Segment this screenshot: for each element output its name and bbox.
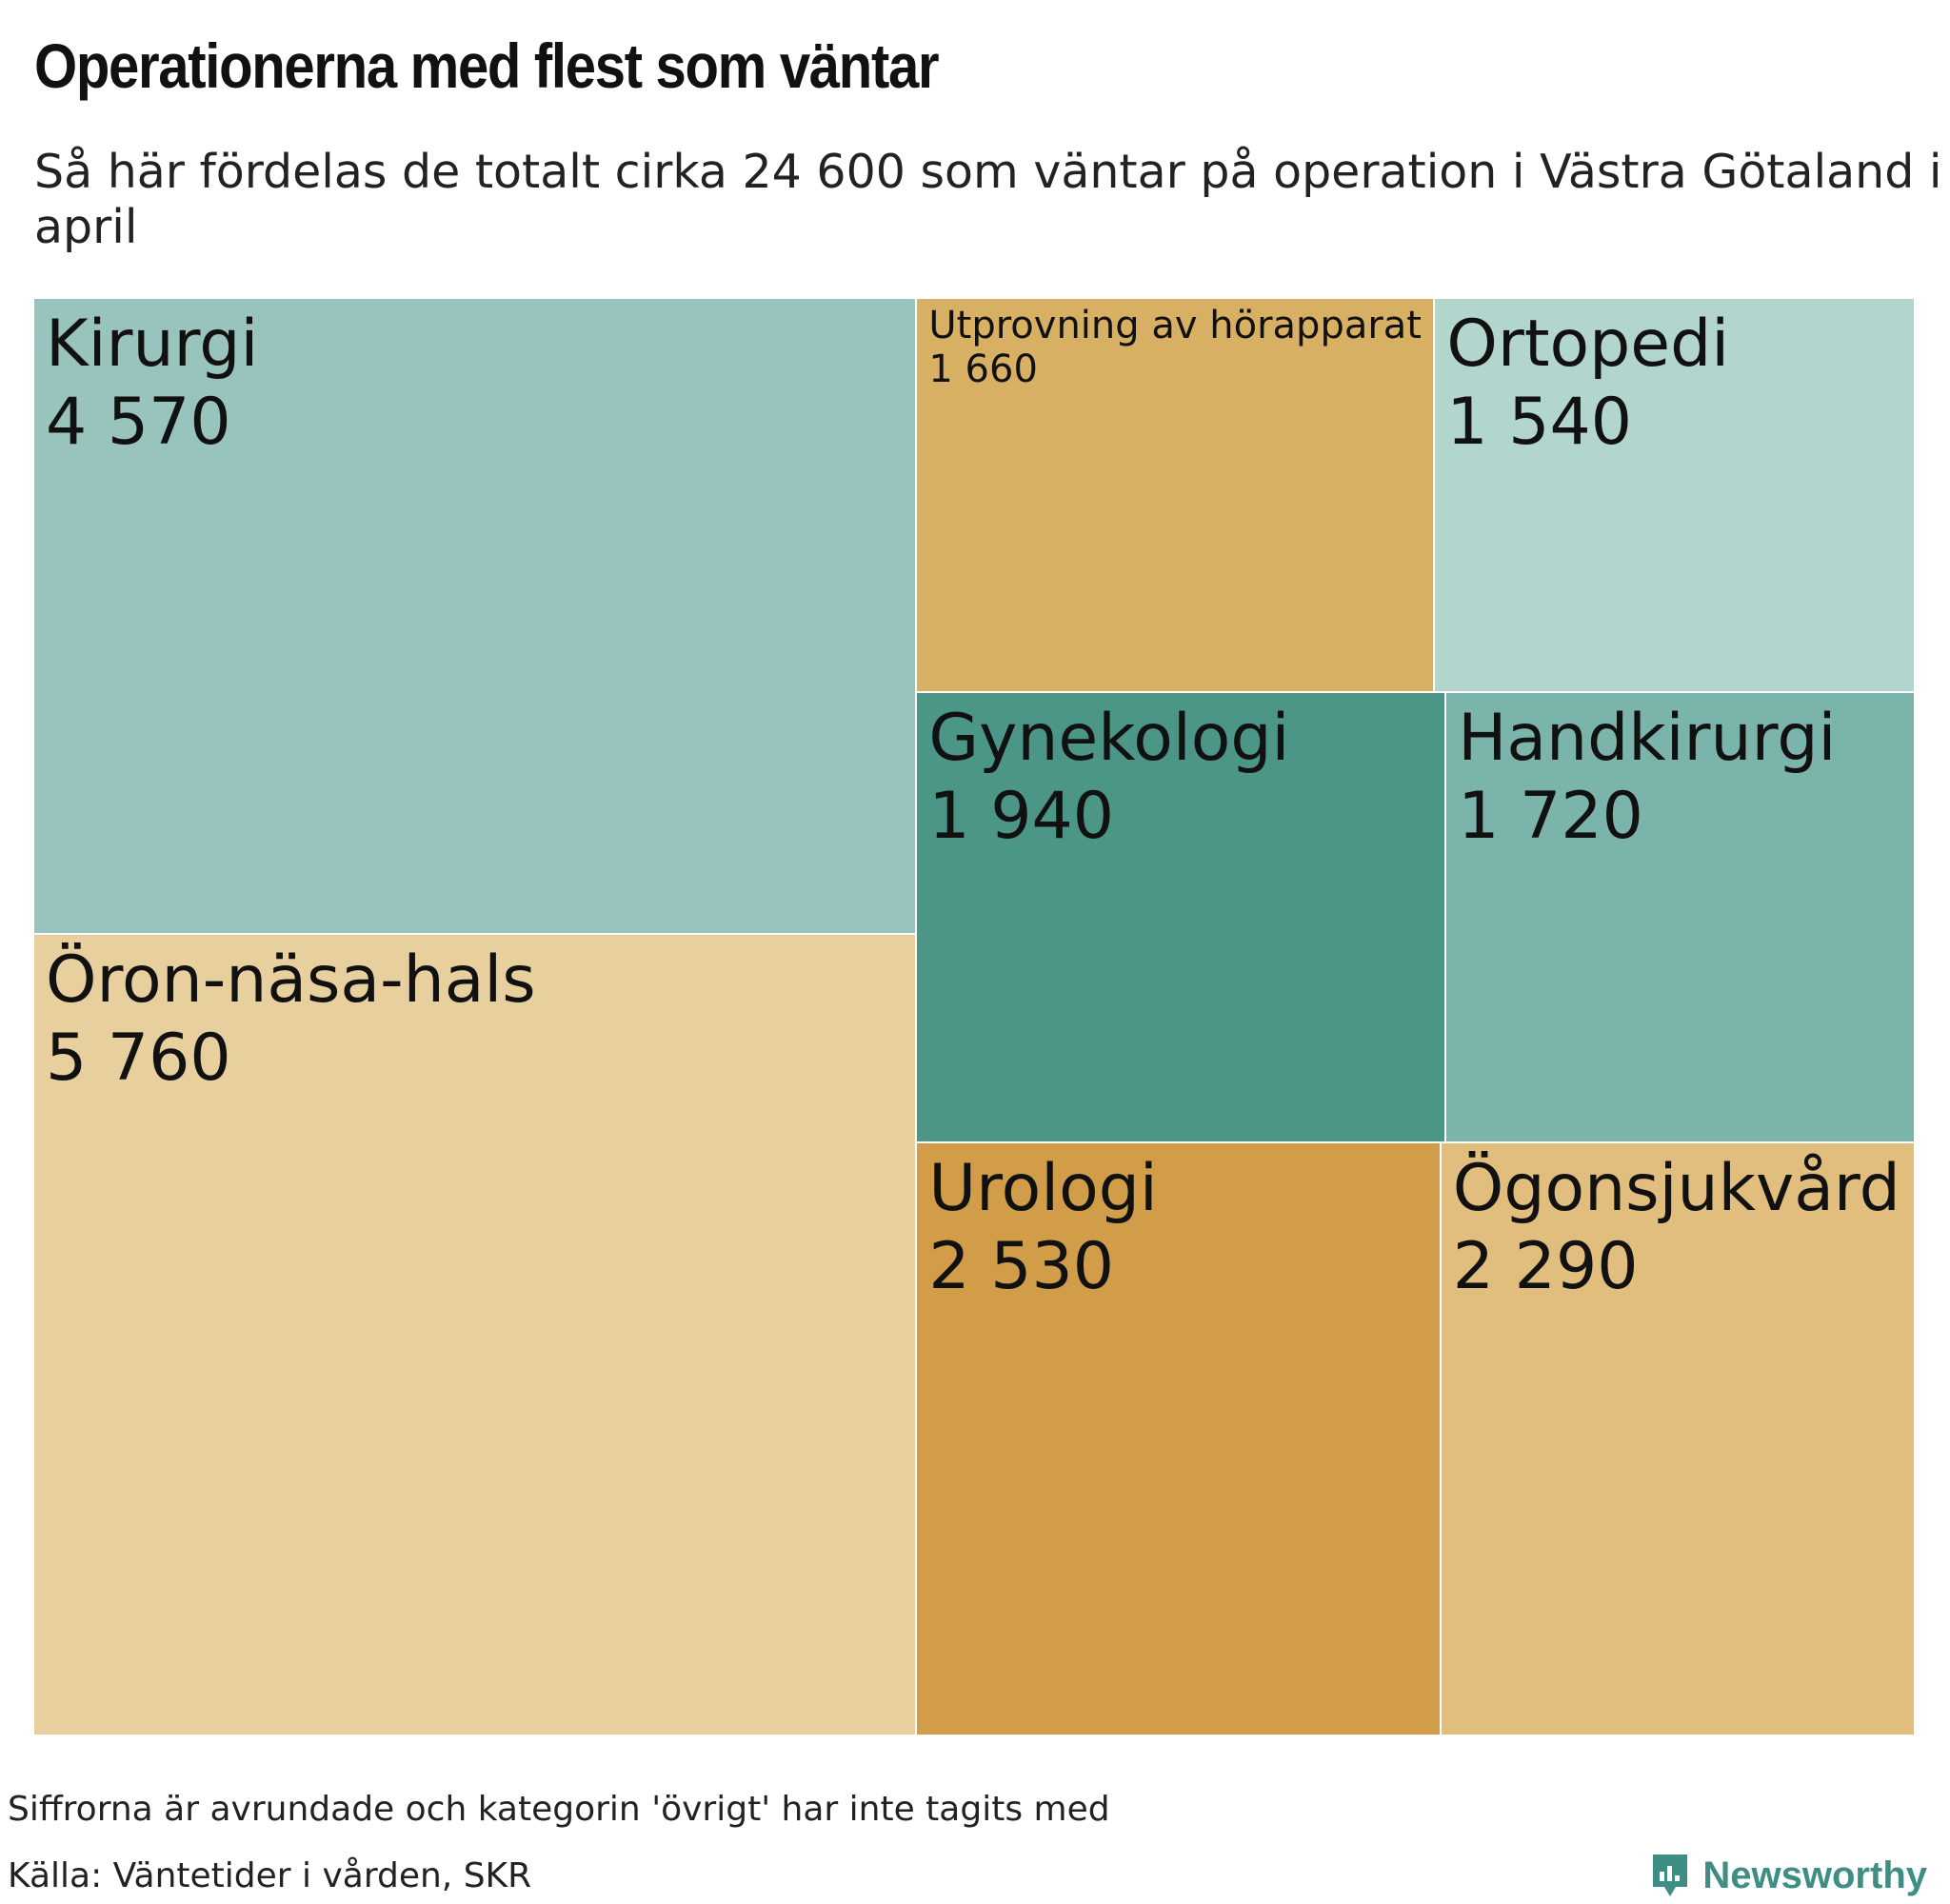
brand-name: Newsworthy [1702, 1854, 1927, 1896]
treemap-tile-urologi: Urologi 2 530 [917, 1142, 1442, 1736]
tile-label: Ortopedi [1446, 307, 1730, 382]
tile-value: 1 940 [928, 778, 1115, 854]
treemap-tile-gynekologi: Gynekologi 1 940 [917, 692, 1447, 1143]
tile-label: Handkirurgi [1458, 700, 1837, 776]
tile-value: 4 570 [46, 385, 231, 460]
treemap-tile-utprovning-av-horapparat: Utprovning av hörapparat 1 660 [917, 299, 1436, 693]
tile-value: 1 720 [1458, 778, 1643, 854]
tile-value: 1 540 [1446, 385, 1633, 460]
tile-value: 5 760 [46, 1021, 231, 1097]
newsworthy-logo-icon [1653, 1854, 1688, 1896]
tile-label: Ögonsjukvård [1452, 1150, 1900, 1226]
treemap-tile-ogonsjukvard: Ögonsjukvård 2 290 [1441, 1142, 1916, 1736]
tile-value: 2 290 [1452, 1228, 1639, 1304]
treemap-tile-ortopedi: Ortopedi 1 540 [1435, 299, 1916, 693]
brand-logo[interactable]: Newsworthy [1649, 1851, 1927, 1900]
treemap-tile-oron-nasa-hals: Öron-näsa-hals 5 760 [34, 935, 918, 1736]
tile-label: Utprovning av hörapparat [928, 304, 1422, 347]
tile-label: Gynekologi [928, 700, 1290, 776]
treemap-tile-handkirurgi: Handkirurgi 1 720 [1446, 692, 1916, 1143]
tile-value: 2 530 [928, 1228, 1115, 1304]
source-note: Källa: Väntetider i vården, SKR [8, 1856, 532, 1895]
treemap-tile-kirurgi: Kirurgi 4 570 [34, 299, 918, 936]
tile-label: Kirurgi [46, 307, 259, 382]
treemap: Kirurgi 4 570 Öron-näsa-hals 5 760 Utprovnin… [34, 299, 1916, 1736]
chart-title: Operationerna med flest som väntar [34, 30, 940, 101]
tile-label: Urologi [928, 1150, 1158, 1226]
chart-subtitle: Så här fördelas de totalt cirka 24 600 s… [34, 145, 1942, 254]
tile-value: 1 660 [928, 347, 1038, 391]
tile-label: Öron-näsa-hals [46, 942, 536, 1019]
footnote: Siffrorna är avrundade och kategorin 'öv… [8, 1790, 1110, 1829]
